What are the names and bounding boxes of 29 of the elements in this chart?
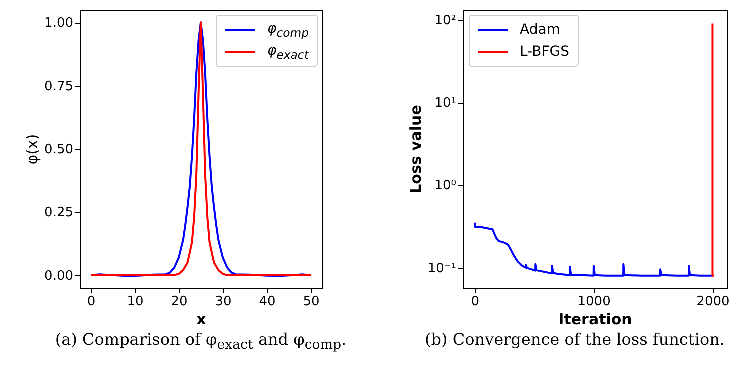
legend-label: φ$_{comp}$ xyxy=(267,20,309,40)
x-tick-label: 20 xyxy=(171,294,188,310)
legend-label: L-BFGS xyxy=(520,44,570,60)
y-tick-label: 10⁻¹ xyxy=(428,261,456,276)
text: (b) Convergence of the loss function. xyxy=(424,330,726,349)
y-axis-title: φ(x) xyxy=(24,134,42,165)
y-tick-label: 10² xyxy=(434,13,456,28)
y-tick-label: 0.00 xyxy=(44,268,74,284)
x-tick-label: 30 xyxy=(215,294,232,310)
y-tick-label: 1.00 xyxy=(44,16,74,32)
y-tick-label: 10⁰ xyxy=(434,178,456,194)
x-tick-label: 0 xyxy=(471,294,480,310)
legend-label: Adam xyxy=(520,22,560,38)
x-axis-title: Iteration xyxy=(558,310,632,328)
legend-label: φ$_{exact}$ xyxy=(267,42,309,62)
line-series xyxy=(474,222,714,277)
y-tick-label: 0.50 xyxy=(44,142,74,158)
x-tick-label: 0 xyxy=(87,294,96,310)
x-tick-label: 1000 xyxy=(578,294,611,310)
x-tick-label: 10 xyxy=(127,294,144,310)
y-tick-label: 0.25 xyxy=(44,206,74,221)
x-tick-label: 40 xyxy=(259,294,276,310)
x-axis-title: x xyxy=(196,310,207,328)
y-tick-label: 0.75 xyxy=(44,79,74,94)
x-tick-label: 50 xyxy=(303,294,320,310)
y-tick-label: 10¹ xyxy=(434,96,456,112)
text: (a) Comparison of φ$_{exact}$ and φ$_{comp}$. xyxy=(54,330,348,354)
x-tick-label: 2000 xyxy=(696,294,730,310)
y-axis-title: Loss value xyxy=(406,105,425,194)
